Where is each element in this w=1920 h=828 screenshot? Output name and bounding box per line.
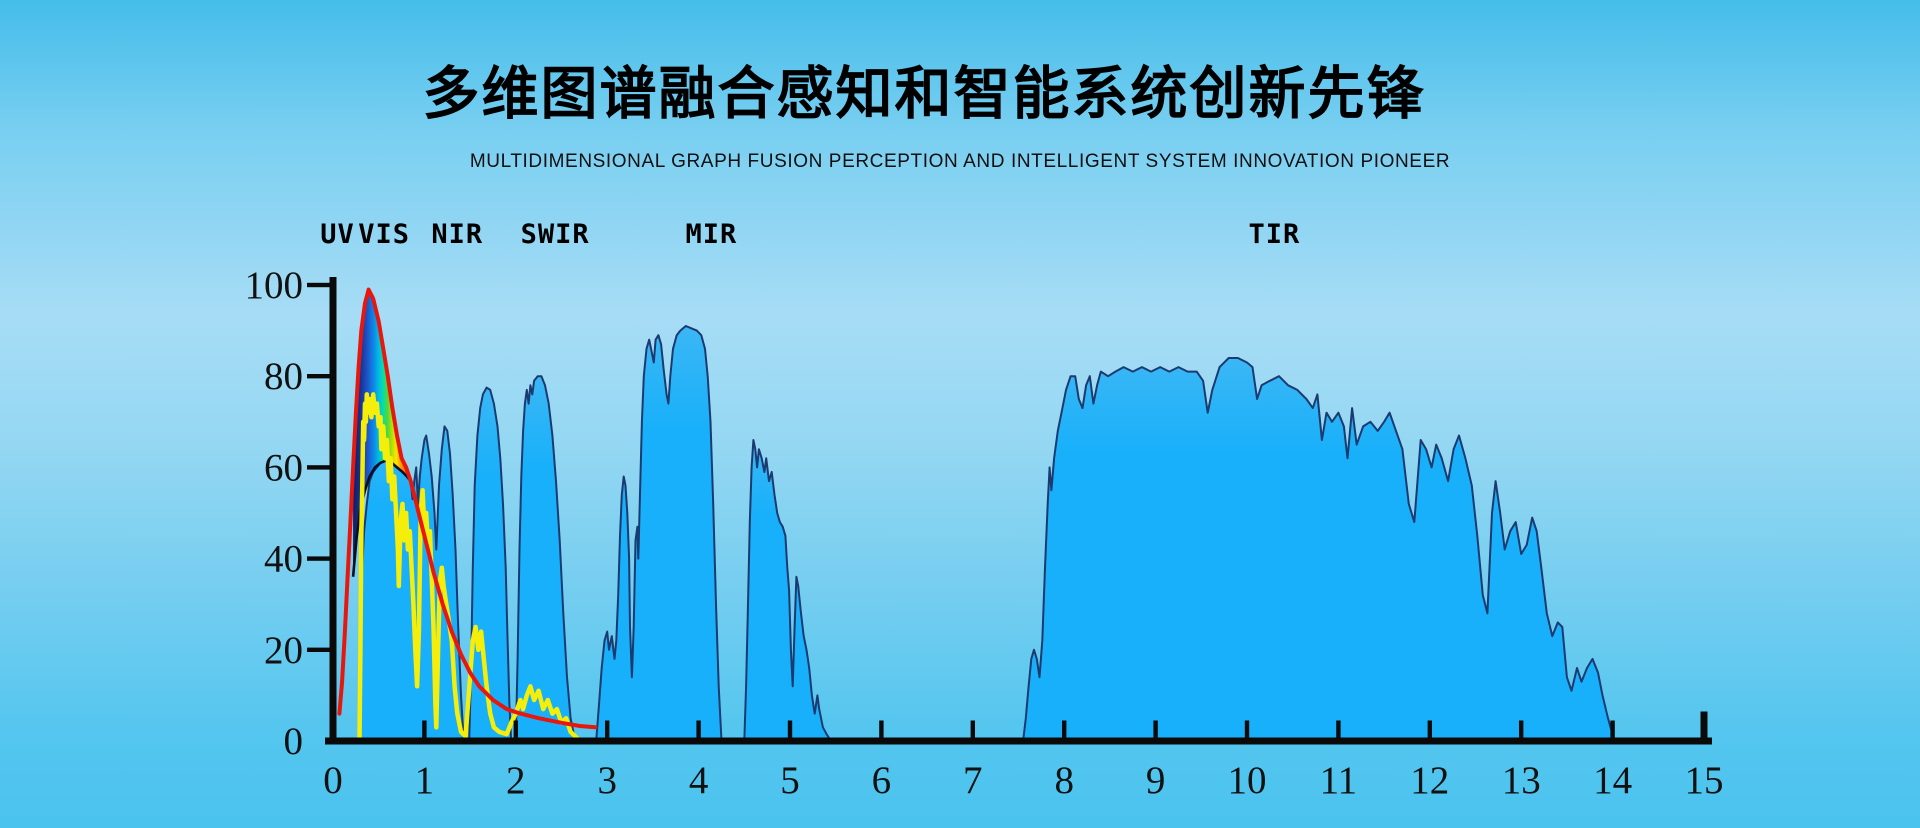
y-axis-tick xyxy=(307,282,333,288)
x-axis-tick xyxy=(422,720,427,738)
transmission-window-area xyxy=(1022,357,1616,742)
y-axis-tick xyxy=(307,556,333,561)
x-axis-tick-label: 14 xyxy=(1593,759,1632,802)
band-label-swir: SWIR xyxy=(521,219,590,250)
x-axis-tick-label: 7 xyxy=(963,759,983,802)
x-axis-tick xyxy=(1244,720,1250,738)
band-label-mir: MIR xyxy=(686,219,738,250)
x-axis-tick xyxy=(970,720,975,738)
x-axis-tick xyxy=(787,720,793,738)
x-axis-tick xyxy=(696,720,701,738)
x-axis-tick xyxy=(879,720,884,738)
x-axis-tick xyxy=(1062,720,1067,738)
y-axis-line xyxy=(329,277,337,745)
y-axis-tick-label: 80 xyxy=(264,355,303,398)
x-axis-tick xyxy=(1427,720,1432,738)
x-axis-tick-label: 8 xyxy=(1054,759,1074,802)
page-subtitle: MULTIDIMENSIONAL GRAPH FUSION PERCEPTION… xyxy=(469,151,1451,172)
y-axis-tick xyxy=(307,647,333,652)
transmission-window-area xyxy=(595,325,723,742)
solar-blackbody-envelope-curve xyxy=(337,287,598,730)
x-axis-tick-label: 6 xyxy=(872,759,892,802)
transmission-window-area xyxy=(743,439,833,742)
x-axis-tick-label: 9 xyxy=(1146,759,1166,802)
x-axis-tick xyxy=(513,720,518,738)
band-label-vis: VIS xyxy=(358,219,410,250)
x-axis-line xyxy=(325,737,1712,745)
y-axis-tick xyxy=(307,374,333,379)
band-label-tir: TIR xyxy=(1249,219,1301,250)
x-axis-tick-label: 2 xyxy=(506,759,526,802)
y-axis-tick-label: 100 xyxy=(245,264,304,307)
page-title: 多维图谱融合感知和智能系统创新先锋 xyxy=(422,61,1426,127)
transmission-window-area xyxy=(514,375,577,742)
band-label-nir: NIR xyxy=(431,219,483,250)
transmission-window-area xyxy=(468,386,513,742)
x-axis-tick-label: 12 xyxy=(1410,759,1449,802)
surface-solar-irradiance-curve xyxy=(357,392,583,744)
x-axis-tick-label: 3 xyxy=(597,759,617,802)
y-axis-tick-label: 60 xyxy=(264,446,303,489)
y-axis-tick-label: 0 xyxy=(284,720,304,763)
x-axis-tick-label: 15 xyxy=(1685,759,1724,802)
x-axis-tick-label: 11 xyxy=(1320,759,1358,802)
y-axis-tick xyxy=(307,465,333,470)
x-axis-tick xyxy=(1519,720,1524,738)
y-axis-tick-label: 40 xyxy=(264,538,303,581)
x-axis-tick-label: 0 xyxy=(323,759,343,802)
x-axis-tick xyxy=(1610,720,1615,738)
x-axis-tick-label: 4 xyxy=(689,759,709,802)
x-axis-tick-label: 5 xyxy=(780,759,800,802)
x-axis-tick-label: 13 xyxy=(1502,759,1541,802)
y-axis-tick-label: 20 xyxy=(264,629,303,672)
x-axis-tick xyxy=(1336,720,1341,738)
x-axis-tick xyxy=(605,720,610,738)
x-axis-tick-label: 10 xyxy=(1228,759,1267,802)
x-axis-tick xyxy=(1153,720,1158,738)
x-axis-tick xyxy=(1700,711,1708,738)
x-axis-tick-label: 1 xyxy=(415,759,435,802)
band-label-uv: UV xyxy=(320,219,355,250)
